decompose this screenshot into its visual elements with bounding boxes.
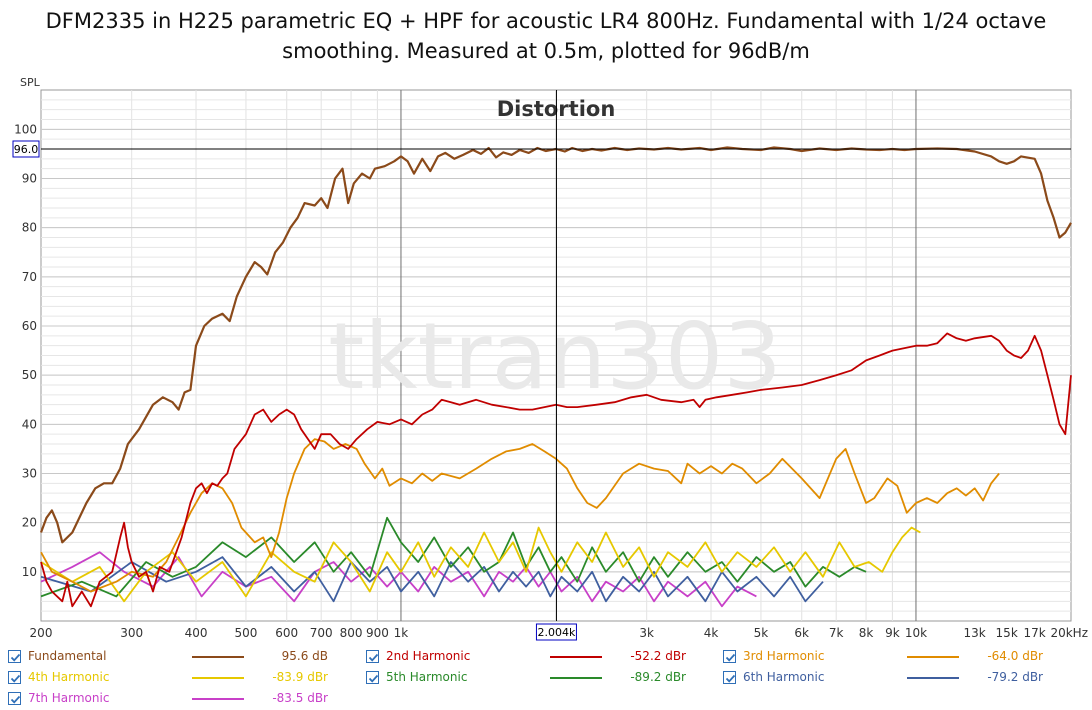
series-line-7th-harmonic — [40, 551, 757, 608]
checkmark-icon — [725, 674, 736, 683]
y-tick-label: 50 — [22, 368, 37, 382]
watermark-text: tktran303 — [328, 303, 782, 410]
x-tick-label: 800 — [340, 626, 363, 640]
legend-swatch — [192, 698, 244, 700]
legend-name: 6th Harmonic — [743, 670, 825, 684]
legend-value: -52.2 dBr — [630, 649, 686, 663]
legend-value: -64.0 dBr — [987, 649, 1043, 663]
x-tick-label: 300 — [120, 626, 143, 640]
x-tick-label: 900 — [366, 626, 389, 640]
legend-item: 5th Harmonic -89.2 dBr — [366, 668, 706, 688]
cursor-x-box — [535, 623, 577, 641]
series-line-4th-harmonic — [40, 526, 921, 603]
legend-item: 3rd Harmonic -64.0 dBr — [723, 647, 1063, 667]
x-tick-label: 500 — [234, 626, 257, 640]
checkmark-icon — [725, 653, 736, 662]
legend-checkbox[interactable] — [723, 671, 736, 684]
chart-title-line-1: DFM2335 in H225 parametric EQ + HPF for … — [45, 9, 1047, 33]
legend: Fundamental 95.6 dB 2nd Harmonic -52.2 dBr 3… — [0, 646, 1092, 710]
x-tick-label: 600 — [275, 626, 298, 640]
checkmark-icon — [10, 653, 21, 662]
x-tick-label: 5k — [754, 626, 769, 640]
legend-checkbox[interactable] — [8, 671, 21, 684]
x-tick-label: 15k — [996, 626, 1018, 640]
legend-swatch — [192, 677, 244, 679]
series-group — [39, 146, 1072, 608]
legend-swatch — [550, 656, 602, 658]
legend-checkbox[interactable] — [366, 650, 379, 663]
y-tick-label: 90 — [22, 172, 37, 186]
y-tick-label: 40 — [22, 417, 37, 431]
y-tick-label: 60 — [22, 319, 37, 333]
x-tick-label: 1k — [394, 626, 409, 640]
x-tick-label: 200 — [30, 626, 53, 640]
x-tick-label: 400 — [185, 626, 208, 640]
legend-item: 6th Harmonic -79.2 dBr — [723, 668, 1063, 688]
x-tick-label: 3k — [639, 626, 654, 640]
y-tick-label: 100 — [14, 122, 37, 136]
x-tick-label: 700 — [310, 626, 333, 640]
legend-swatch — [907, 677, 959, 679]
legend-swatch — [907, 656, 959, 658]
x-tick-label: 20kHz — [1050, 626, 1088, 640]
legend-checkbox[interactable] — [723, 650, 736, 663]
distortion-plot[interactable]: tktran303DistortionSPL102030405060708090… — [0, 0, 1092, 650]
legend-item: Fundamental 95.6 dB — [8, 647, 348, 667]
legend-swatch — [550, 677, 602, 679]
x-tick-label: 9k — [885, 626, 900, 640]
legend-value: -79.2 dBr — [987, 670, 1043, 684]
legend-name: 5th Harmonic — [386, 670, 468, 684]
cursor-y-label: 96.0 — [14, 143, 39, 156]
x-tick-label: 7k — [829, 626, 844, 640]
legend-checkbox[interactable] — [366, 671, 379, 684]
y-tick-label: 20 — [22, 516, 37, 530]
legend-checkbox[interactable] — [8, 650, 21, 663]
checkmark-icon — [10, 674, 21, 683]
legend-name: 3rd Harmonic — [743, 649, 825, 663]
legend-item: 7th Harmonic -83.5 dBr — [8, 689, 348, 709]
checkmark-icon — [368, 653, 379, 662]
legend-swatch — [192, 656, 244, 658]
legend-item: 2nd Harmonic -52.2 dBr — [366, 647, 706, 667]
x-tick-label: 8k — [859, 626, 874, 640]
x-tick-label: 13k — [964, 626, 986, 640]
y-tick-label: 30 — [22, 467, 37, 481]
series-line-2nd-harmonic — [40, 332, 1072, 608]
x-tick-label: 4k — [704, 626, 719, 640]
x-tick-label: 6k — [794, 626, 809, 640]
series-line-6th-harmonic — [40, 556, 824, 603]
legend-value: 95.6 dB — [281, 649, 328, 663]
y-axis-label: SPL — [20, 76, 41, 89]
legend-name: 2nd Harmonic — [386, 649, 471, 663]
checkmark-icon — [368, 674, 379, 683]
series-line-3rd-harmonic — [40, 438, 1000, 593]
y-tick-label: 10 — [22, 565, 37, 579]
checkmark-icon — [10, 695, 21, 704]
legend-value: -83.9 dBr — [272, 670, 328, 684]
chart-title-block: DFM2335 in H225 parametric EQ + HPF for … — [0, 6, 1092, 66]
cursor-x-label: 2.004k — [538, 626, 576, 639]
legend-checkbox[interactable] — [8, 692, 21, 705]
legend-name: Fundamental — [28, 649, 107, 663]
legend-name: 7th Harmonic — [28, 691, 110, 705]
y-tick-label: 70 — [22, 270, 37, 284]
series-line-5th-harmonic — [40, 516, 867, 598]
y-tick-label: 80 — [22, 221, 37, 235]
cursor-y-box — [12, 140, 40, 158]
x-tick-label: 17k — [1024, 626, 1046, 640]
legend-value: -83.5 dBr — [272, 691, 328, 705]
series-line-fundamental — [39, 146, 1072, 544]
chart-title-line-2: smoothing. Measured at 0.5m, plotted for… — [282, 39, 810, 63]
legend-item: 4th Harmonic -83.9 dBr — [8, 668, 348, 688]
x-tick-label: 10k — [905, 626, 927, 640]
legend-name: 4th Harmonic — [28, 670, 110, 684]
legend-value: -89.2 dBr — [630, 670, 686, 684]
